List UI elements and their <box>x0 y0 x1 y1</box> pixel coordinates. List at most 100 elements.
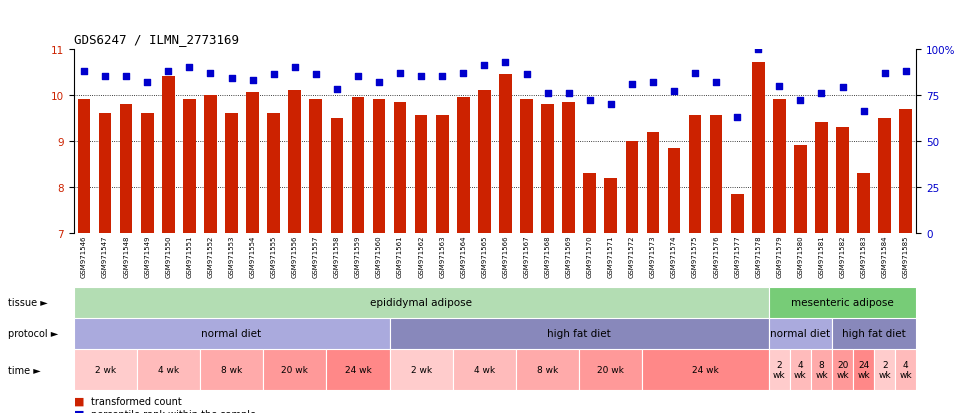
Bar <box>162 77 174 233</box>
Text: 2 wk: 2 wk <box>411 365 432 374</box>
Text: 20 wk: 20 wk <box>598 365 624 374</box>
Text: 2
wk: 2 wk <box>773 360 786 379</box>
Bar <box>625 142 638 233</box>
Point <box>877 70 893 77</box>
Bar <box>896 349 916 390</box>
Bar <box>605 178 617 233</box>
Bar <box>136 349 200 390</box>
Bar <box>583 173 596 233</box>
Bar <box>752 63 764 233</box>
Text: 24 wk: 24 wk <box>692 365 719 374</box>
Bar <box>878 119 891 233</box>
Bar <box>667 148 680 233</box>
Bar <box>246 93 259 233</box>
Text: GDS6247 / ILMN_2773169: GDS6247 / ILMN_2773169 <box>74 33 238 45</box>
Bar <box>77 100 90 233</box>
Bar <box>731 194 744 233</box>
Point <box>751 46 766 53</box>
Bar <box>225 114 238 233</box>
Point <box>350 74 366 81</box>
Point <box>666 88 682 95</box>
Bar <box>710 116 722 233</box>
Text: ■: ■ <box>74 396 84 406</box>
Bar <box>74 287 769 318</box>
Bar <box>769 318 832 349</box>
Point <box>181 65 197 71</box>
Bar <box>794 146 807 233</box>
Point <box>97 74 113 81</box>
Bar <box>773 100 786 233</box>
Point <box>856 109 871 115</box>
Text: 4 wk: 4 wk <box>158 365 179 374</box>
Point <box>287 65 303 71</box>
Point <box>119 74 134 81</box>
Text: 24 wk: 24 wk <box>345 365 371 374</box>
Text: 4
wk: 4 wk <box>794 360 807 379</box>
Bar <box>478 91 491 233</box>
Bar <box>541 105 554 233</box>
Text: protocol ►: protocol ► <box>8 328 58 339</box>
Bar <box>689 116 702 233</box>
Text: 4
wk: 4 wk <box>900 360 912 379</box>
Bar <box>326 349 390 390</box>
Bar <box>288 91 301 233</box>
Point <box>561 90 576 97</box>
Bar <box>815 123 828 233</box>
Bar <box>520 100 533 233</box>
Bar <box>74 318 390 349</box>
Point <box>245 78 261 84</box>
Bar <box>832 318 916 349</box>
Point <box>414 74 429 81</box>
Text: transformed count: transformed count <box>91 396 182 406</box>
Bar <box>647 132 660 233</box>
Bar <box>394 102 407 233</box>
Bar <box>563 102 575 233</box>
Point <box>456 70 471 77</box>
Point <box>709 79 724 86</box>
Text: 2
wk: 2 wk <box>878 360 891 379</box>
Text: normal diet: normal diet <box>202 328 262 339</box>
Text: mesenteric adipose: mesenteric adipose <box>791 297 894 308</box>
Bar <box>579 349 643 390</box>
Bar <box>263 349 326 390</box>
Bar <box>74 349 137 390</box>
Point <box>582 98 598 104</box>
Text: ■: ■ <box>74 409 84 413</box>
Text: normal diet: normal diet <box>770 328 830 339</box>
Text: percentile rank within the sample: percentile rank within the sample <box>91 409 256 413</box>
Bar <box>436 116 449 233</box>
Point <box>687 70 703 77</box>
Point <box>329 87 345 93</box>
Bar <box>352 98 365 233</box>
Bar <box>769 349 790 390</box>
Point <box>139 79 155 86</box>
Bar <box>516 349 579 390</box>
Point <box>392 70 408 77</box>
Point <box>898 68 913 75</box>
Text: 20 wk: 20 wk <box>281 365 308 374</box>
Bar <box>390 349 453 390</box>
Point <box>813 90 829 97</box>
Point <box>540 90 556 97</box>
Text: tissue ►: tissue ► <box>8 297 48 308</box>
Point <box>603 102 618 108</box>
Point <box>476 63 492 69</box>
Point <box>498 59 514 66</box>
Bar <box>457 98 469 233</box>
Point <box>434 74 450 81</box>
Text: 24
wk: 24 wk <box>858 360 870 379</box>
Bar <box>372 100 385 233</box>
Bar <box>390 318 769 349</box>
Point <box>223 76 239 82</box>
Bar <box>836 128 849 233</box>
Bar <box>874 349 896 390</box>
Bar <box>790 349 811 390</box>
Bar <box>453 349 516 390</box>
Bar <box>310 100 322 233</box>
Point <box>266 72 281 78</box>
Bar <box>499 75 512 233</box>
Text: 8
wk: 8 wk <box>815 360 828 379</box>
Text: 8 wk: 8 wk <box>537 365 559 374</box>
Bar <box>330 119 343 233</box>
Text: 4 wk: 4 wk <box>473 365 495 374</box>
